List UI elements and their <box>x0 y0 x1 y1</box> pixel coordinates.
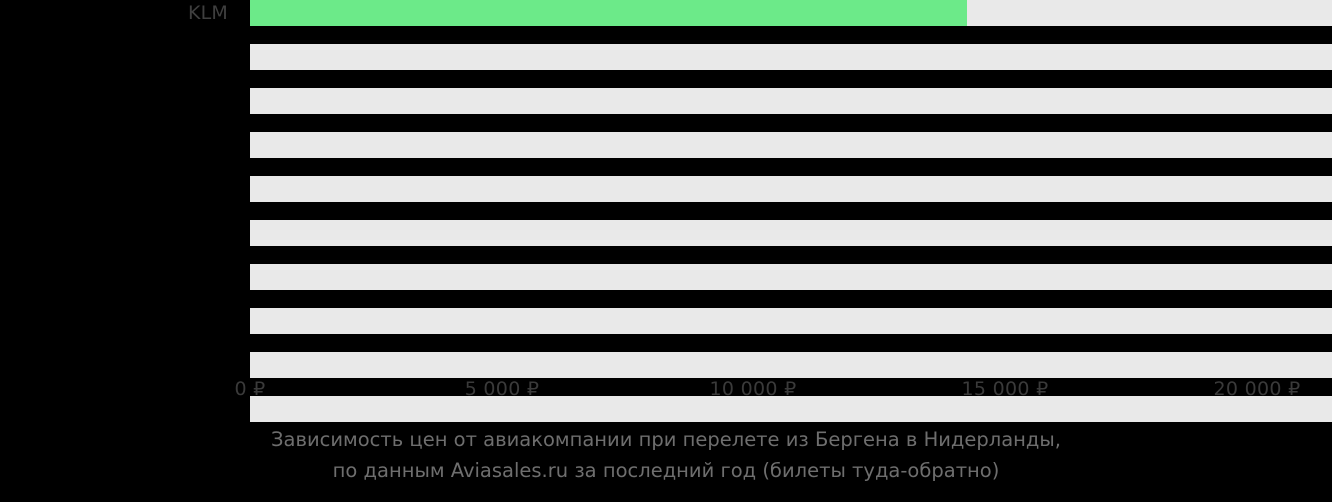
bar-track <box>250 396 1332 422</box>
bar-track <box>250 44 1332 70</box>
bar-track <box>250 352 1332 378</box>
bar-row[interactable] <box>0 88 1332 114</box>
bar-track <box>250 220 1332 246</box>
bar-track <box>250 176 1332 202</box>
bar-row[interactable] <box>0 352 1332 378</box>
bar-row[interactable] <box>0 176 1332 202</box>
bar-track <box>250 88 1332 114</box>
bar-row[interactable] <box>0 220 1332 246</box>
bar-track <box>250 132 1332 158</box>
chart-plot-area: KLM <box>0 0 1332 422</box>
bar-row[interactable] <box>0 264 1332 290</box>
bar-track <box>250 264 1332 290</box>
caption-line: Зависимость цен от авиакомпании при пере… <box>271 428 1061 451</box>
x-axis-tick-label: 5 000 ₽ <box>464 378 540 400</box>
chart-caption: Зависимость цен от авиакомпании при пере… <box>0 424 1332 486</box>
x-axis-tick-label: 15 000 ₽ <box>961 378 1049 400</box>
x-axis-tick-label: 20 000 ₽ <box>1213 378 1301 400</box>
bar-row[interactable] <box>0 132 1332 158</box>
bar-row[interactable] <box>0 308 1332 334</box>
caption-line: по данным Aviasales.ru за последний год … <box>332 459 1000 482</box>
x-axis-tick-label: 0 ₽ <box>234 378 266 400</box>
bar-value[interactable] <box>250 0 967 26</box>
bar-row[interactable] <box>0 396 1332 422</box>
bar-category-label: KLM <box>187 2 228 24</box>
x-axis-tick-label: 10 000 ₽ <box>709 378 797 400</box>
x-axis: 0 ₽ 5 000 ₽ 10 000 ₽ 15 000 ₽ 20 000 ₽ <box>234 378 1332 412</box>
bar-track <box>250 308 1332 334</box>
bar-row[interactable]: KLM <box>0 0 1332 26</box>
bar-row[interactable] <box>0 44 1332 70</box>
